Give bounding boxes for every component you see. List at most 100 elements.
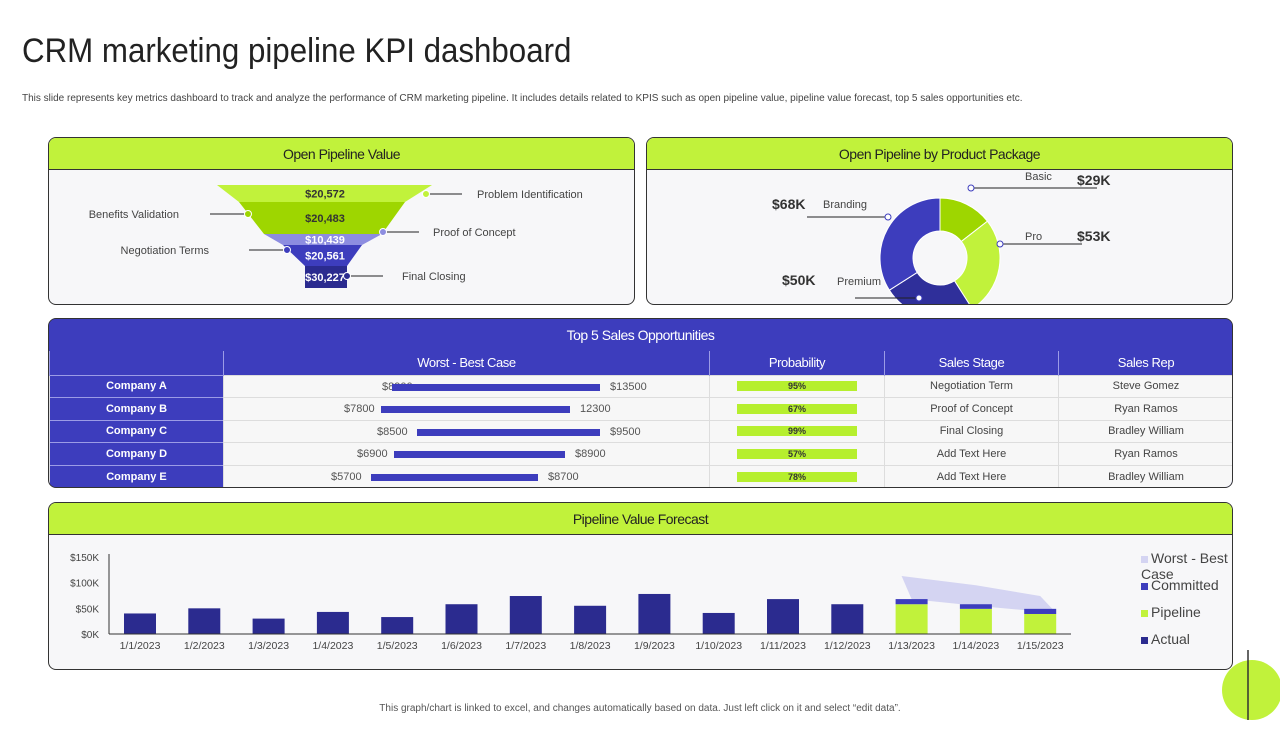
bar-actual: [124, 613, 156, 634]
company-cell: Company B: [49, 397, 224, 420]
worst-value: $5700: [331, 470, 362, 483]
bar-actual: [188, 608, 221, 634]
bar-pipeline: [895, 604, 928, 634]
stage-cell: Add Text Here: [884, 442, 1059, 465]
probability-cell: 67%: [709, 397, 885, 420]
worst-best-area: [901, 575, 1057, 613]
x-tick-label: 1/7/2023: [505, 640, 546, 652]
range-bar: [371, 473, 538, 481]
stage-cell: Negotiation Term: [884, 374, 1059, 398]
y-tick-label: $50K: [76, 604, 100, 615]
probability-bar: 57%: [737, 448, 857, 459]
col-header: Probability: [709, 351, 885, 375]
col-header: Sales Stage: [884, 351, 1059, 375]
legend-label: Actual: [1151, 631, 1190, 647]
worst-best-cell: $6900 $8900: [223, 442, 710, 465]
slice-label: Branding: [823, 199, 867, 211]
x-tick-label: 1/6/2023: [441, 640, 482, 652]
worst-value: $8500: [377, 425, 408, 438]
x-tick-label: 1/8/2023: [570, 640, 611, 652]
table-row: Company A $8900$13500 95% Negotiation Te…: [49, 374, 1232, 398]
bar-actual: [252, 618, 285, 634]
funnel-dot: [244, 210, 252, 218]
slice-label: Pro: [1025, 231, 1042, 243]
x-tick-label: 1/13/2023: [888, 640, 935, 652]
footer-note: This graph/chart is linked to excel, and…: [379, 703, 901, 714]
funnel-label: Proof of Concept: [433, 227, 516, 239]
page-subtitle: This slide represents key metrics dashbo…: [22, 93, 1023, 104]
funnel-stage: [264, 234, 382, 245]
forecast-panel: Pipeline Value Forecast $0K $50K $100K $150…: [48, 502, 1233, 670]
bar-actual: [445, 604, 478, 634]
worst-best-cell: $5700 $8700: [223, 464, 710, 487]
panel-title: Open Pipeline by Product Package: [647, 138, 1232, 170]
funnel-label: Negotiation Terms: [121, 245, 210, 257]
x-tick-label: 1/3/2023: [248, 640, 289, 652]
company-cell: Company C: [49, 419, 224, 443]
bar-actual: [767, 599, 799, 634]
worst-best-cell: $8500 $9500: [223, 419, 710, 443]
company-cell: Company D: [49, 442, 224, 465]
bar-actual: [509, 596, 542, 634]
worst-value: $7800: [344, 403, 375, 415]
legend-swatch: [1141, 610, 1148, 617]
y-tick-label: $0K: [81, 630, 99, 641]
probability-cell: 99%: [709, 419, 885, 443]
best-value: 12300: [580, 403, 611, 415]
bar-committed: [1024, 608, 1057, 614]
rep-cell: Bradley William: [1058, 419, 1232, 443]
rep-cell: Ryan Ramos: [1058, 442, 1232, 465]
col-header: Sales Rep: [1058, 351, 1232, 375]
x-tick-label: 1/10/2023: [695, 640, 742, 652]
x-tick-label: 1/12/2023: [824, 640, 871, 652]
x-tick-label: 1/2/2023: [184, 640, 225, 652]
legend-swatch: [1141, 583, 1148, 590]
table-row: Company B $7800 12300 67% Proof of Concep…: [49, 397, 1232, 420]
open-pipeline-value-panel: Open Pipeline Value $20,572 Problem Ident…: [48, 137, 635, 305]
funnel-label: Problem Identification: [477, 189, 583, 201]
funnel-value: $20,572: [305, 189, 345, 201]
slice-value: $53K: [1077, 228, 1110, 244]
x-tick-label: 1/15/2023: [1017, 640, 1064, 652]
legend-label: Committed: [1151, 577, 1219, 593]
funnel-label: Final Closing: [402, 271, 466, 283]
bar-actual: [638, 593, 671, 634]
legend-swatch: [1141, 556, 1148, 563]
funnel-dot: [283, 246, 291, 254]
col-header: Worst - Best Case: [223, 351, 710, 375]
funnel-value: $30,227: [305, 272, 345, 284]
best-value: $9500: [610, 425, 641, 438]
range-bar: [392, 383, 600, 391]
funnel-chart: $20,572 Problem Identification $20,483 Bene…: [89, 185, 583, 288]
probability-bar: 78%: [737, 471, 857, 482]
x-tick-label: 1/5/2023: [377, 640, 418, 652]
rep-cell: Steve Gomez: [1058, 374, 1232, 398]
page-title: CRM marketing pipeline KPI dashboard: [22, 32, 572, 70]
panel-title: Pipeline Value Forecast: [49, 503, 1232, 535]
probability-cell: 57%: [709, 442, 885, 465]
funnel-value: $10,439: [305, 235, 345, 247]
col-header: [49, 351, 224, 375]
probability-bar: 99%: [737, 426, 857, 437]
bar-committed: [959, 604, 992, 609]
funnel-stage: [283, 245, 362, 266]
table-row: Company E $5700 $8700 78% Add Text Here B…: [49, 464, 1232, 487]
funnel-stage: [217, 185, 432, 202]
x-tick-label: 1/9/2023: [634, 640, 675, 652]
rep-cell: Ryan Ramos: [1058, 397, 1232, 420]
donut-dot: [996, 240, 1004, 248]
stage-cell: Proof of Concept: [884, 397, 1059, 420]
funnel-dot: [422, 190, 430, 198]
panel-title: Open Pipeline Value: [49, 138, 634, 170]
donut-chart: Basic $29K Pro $53K Premium $50K Branding $68K: [772, 171, 1110, 304]
stage-cell: Add Text Here: [884, 464, 1059, 487]
slice-value: $68K: [772, 196, 805, 212]
donut-dot: [915, 294, 923, 302]
forecast-chart: $0K $50K $100K $150K 1/1/2023 1/2/2023 1/3/202…: [70, 553, 1071, 652]
donut-slice-branding: [879, 197, 941, 291]
bar-actual: [574, 605, 607, 634]
bar-committed: [895, 599, 928, 605]
x-tick-label: 1/1/2023: [120, 640, 161, 652]
worst-value: $6900: [357, 448, 388, 460]
bar-actual: [316, 611, 349, 634]
